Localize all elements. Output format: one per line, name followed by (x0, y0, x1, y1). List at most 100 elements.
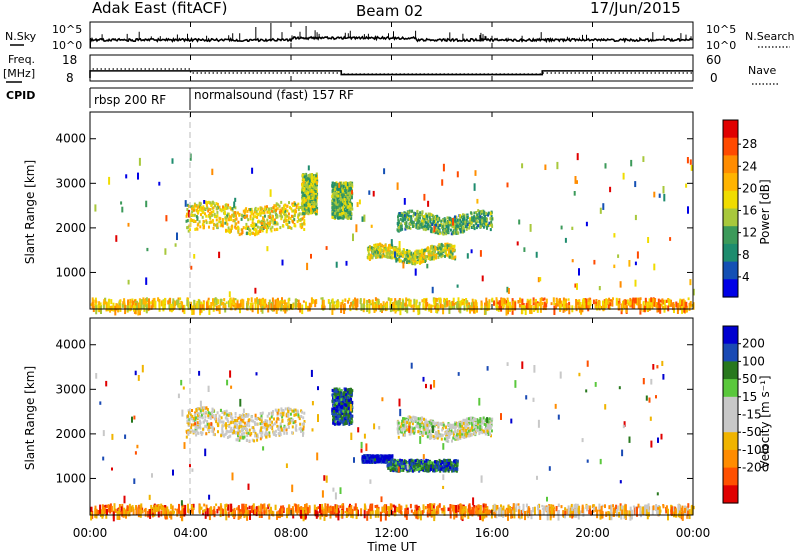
scatter-cell (342, 215, 345, 219)
scatter-cell (264, 298, 267, 304)
scatter-cell (457, 297, 460, 304)
scatter-cell (473, 227, 476, 231)
scatter-cell (224, 206, 227, 210)
scatter-cell (498, 300, 501, 310)
scatter-cell (688, 303, 691, 311)
scatter-cell (423, 248, 426, 252)
scatter-cell (251, 226, 254, 230)
scatter-cell (142, 304, 145, 310)
scatter-cell (542, 305, 545, 311)
scatter-cell (602, 203, 605, 210)
scatter-cell (303, 207, 306, 211)
scatter-cell (525, 303, 528, 309)
scatter-cell (478, 220, 481, 223)
scatter-cell (676, 305, 679, 314)
scatter-cell (273, 417, 275, 421)
scatter-cell (435, 223, 437, 227)
scatter-cell (337, 301, 340, 308)
scatter-cell (245, 225, 248, 229)
scatter-cell (282, 410, 285, 414)
scatter-cell (406, 298, 409, 302)
scatter-cell (331, 199, 334, 203)
scatter-cell (191, 219, 194, 222)
scatter-cell (150, 301, 153, 305)
scatter-cell (388, 252, 391, 256)
scatter-cell (472, 216, 475, 220)
scatter-cell (276, 227, 279, 231)
scatter-cell (260, 420, 263, 423)
scatter-cell (259, 417, 261, 421)
scatter-cell (398, 214, 401, 217)
scatter-cell (309, 211, 312, 215)
scatter-cell (432, 230, 435, 234)
scatter-cell (405, 261, 408, 264)
scatter-cell (264, 205, 267, 209)
scatter-cell (402, 261, 405, 269)
scatter-cell (436, 214, 439, 218)
scatter-cell (275, 420, 278, 424)
scatter-cell (108, 298, 111, 302)
scatter-cell (252, 427, 255, 431)
scatter-cell (545, 303, 548, 308)
scatter-cell (485, 297, 488, 307)
scatter-cell (202, 226, 205, 230)
scatter-cell (254, 228, 257, 232)
scatter-cell (229, 430, 232, 433)
scatter-cell (145, 200, 148, 208)
scatter-cell (685, 301, 688, 308)
scatter-cell (271, 420, 273, 424)
scatter-cell (212, 210, 215, 213)
scatter-cell (478, 210, 481, 214)
scatter-cell (272, 206, 275, 210)
scatter-cell (235, 438, 238, 442)
scatter-cell (249, 217, 252, 221)
scatter-cell (679, 302, 682, 310)
scatter-cell (295, 210, 297, 214)
scatter-cell (452, 256, 455, 260)
scatter-cell (398, 212, 401, 215)
scatter-cell (415, 253, 418, 257)
scatter-cell (185, 214, 188, 218)
scatter-cell (290, 418, 293, 422)
scatter-cell (599, 305, 601, 309)
scatter-cell (266, 414, 269, 418)
scatter-cell (367, 252, 370, 256)
power-ylabel: Slant Range [km] (23, 160, 37, 264)
scatter-cell (252, 212, 255, 216)
scatter-cell (390, 254, 393, 258)
scatter-cell (263, 422, 266, 426)
scatter-cell (448, 216, 451, 220)
scatter-cell (609, 302, 612, 307)
scatter-cell (449, 228, 452, 232)
scatter-cell (294, 202, 297, 206)
scatter-cell (242, 299, 245, 310)
scatter-cell (454, 215, 457, 219)
scatter-cell (500, 303, 503, 312)
scatter-cell (433, 225, 436, 233)
scatter-cell (126, 305, 129, 312)
scatter-cell (376, 248, 378, 252)
scatter-cell (256, 433, 259, 437)
scatter-cell (679, 298, 682, 305)
scatter-cell (392, 246, 395, 250)
scatter-cell (536, 303, 539, 313)
scatter-cell (252, 224, 255, 228)
scatter-cell (425, 301, 428, 310)
scatter-cell (198, 201, 201, 205)
scatter-cell (439, 231, 442, 235)
scatter-cell (287, 298, 290, 304)
scatter-cell (383, 168, 386, 175)
scatter-cell (405, 212, 408, 216)
scatter-cell (151, 299, 154, 309)
scatter-cell (521, 163, 524, 169)
scatter-cell (265, 225, 268, 229)
scatter-cell (333, 185, 336, 188)
scatter-cell (315, 210, 318, 213)
scatter-cell (217, 417, 220, 421)
scatter-cell (193, 213, 196, 217)
scatter-cell (210, 214, 213, 217)
scatter-cell (286, 413, 288, 417)
scatter-cell (191, 305, 194, 316)
scatter-cell (115, 235, 118, 242)
scatter-cell (301, 198, 304, 202)
